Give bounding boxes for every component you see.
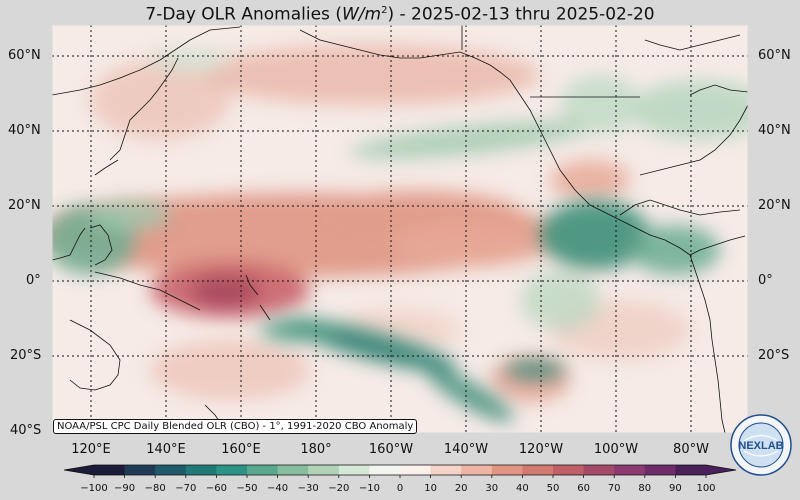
lon-label: 160°E — [221, 442, 261, 457]
colorbar-segment — [277, 465, 309, 475]
colorbar-tick-label: −30 — [297, 483, 319, 494]
lat-label-right: 60°N — [758, 48, 791, 63]
lon-label: 140°E — [146, 442, 186, 457]
colorbar-tick-label: 50 — [546, 483, 560, 494]
lat-label-left: 0° — [26, 273, 41, 288]
colorbar-segment — [400, 465, 432, 475]
colorbar-tick-label: 70 — [607, 483, 621, 494]
colorbar-segment — [461, 465, 493, 475]
lat-label-right: 40°N — [758, 123, 791, 138]
colorbar-tick-label: −20 — [328, 483, 350, 494]
colorbar-tick-label: −50 — [236, 483, 258, 494]
lat-label-left: 20°S — [10, 348, 42, 363]
colorbar-tick-label: −40 — [267, 483, 289, 494]
colorbar-tick-label: 20 — [454, 483, 468, 494]
colorbar-tick-label: 100 — [696, 483, 716, 494]
colorbar-extend-min — [64, 465, 94, 475]
lat-label-right: 20°N — [758, 198, 791, 213]
colorbar-segment — [553, 465, 585, 475]
colorbar-segment — [216, 465, 248, 475]
lat-label-right: 20°S — [758, 348, 790, 363]
positive-anomalies — [52, 45, 690, 402]
colorbar-segment — [185, 465, 217, 475]
logo-text: NEXLAB — [738, 440, 783, 452]
colorbar-tick-label: 40 — [516, 483, 529, 494]
colorbar — [63, 464, 737, 478]
colorbar-extend-max — [706, 465, 736, 475]
colorbar-tick-label: 60 — [577, 483, 590, 494]
lat-label-left: 60°N — [8, 48, 41, 63]
colorbar-tick-label: −60 — [205, 483, 227, 494]
lon-label: 160°W — [368, 442, 414, 457]
colorbar-segment — [430, 465, 462, 475]
colorbar-tick-label: −70 — [175, 483, 197, 494]
lon-label: 140°W — [443, 442, 489, 457]
colorbar-segment — [522, 465, 554, 475]
colorbar-tick-label: −90 — [114, 483, 136, 494]
colorbar-segment — [247, 465, 279, 475]
colorbar-segment — [491, 465, 523, 475]
colorbar-segment — [338, 465, 370, 475]
colorbar-tick-label: −100 — [80, 483, 108, 494]
lon-label: 120°E — [71, 442, 111, 457]
colorbar-tick-label: 10 — [424, 483, 437, 494]
lon-label: 100°W — [593, 442, 639, 457]
lat-label-right: 0° — [758, 273, 773, 288]
colorbar-segment — [614, 465, 646, 475]
colorbar-segment — [369, 465, 401, 475]
colorbar-segment — [155, 465, 187, 475]
graticule — [52, 25, 748, 433]
anomaly-field — [52, 45, 748, 423]
colorbar-segment — [644, 465, 676, 475]
data-source-label: NOAA/PSL CPC Daily Blended OLR (CBO) - 1… — [53, 419, 418, 434]
lon-label: 120°W — [518, 442, 564, 457]
colorbar-tick-label: 90 — [669, 483, 682, 494]
colorbar-segment — [675, 465, 707, 475]
nexlab-logo: NEXLAB — [730, 414, 792, 476]
colorbar-tick-label: 30 — [485, 483, 499, 494]
map-title: 7-Day OLR Anomalies (W/m2) - 2025-02-13 … — [145, 4, 655, 25]
colorbar-tick-label: −10 — [358, 483, 380, 494]
colorbar-segment — [124, 465, 156, 475]
colorbar-segment — [308, 465, 340, 475]
colorbar-tick-label: −80 — [144, 483, 166, 494]
lat-label-left: 40°S — [10, 423, 42, 438]
lat-label-left: 20°N — [8, 198, 41, 213]
colorbar-tick-label: 80 — [638, 483, 652, 494]
lat-label-left: 40°N — [8, 123, 41, 138]
lon-label: 180° — [300, 442, 332, 457]
colorbar-segment — [94, 465, 126, 475]
colorbar-segment — [583, 465, 615, 475]
colorbar-tick-label: 0 — [396, 483, 404, 494]
negative-anomalies — [52, 48, 748, 423]
lon-label: 80°W — [673, 442, 709, 457]
